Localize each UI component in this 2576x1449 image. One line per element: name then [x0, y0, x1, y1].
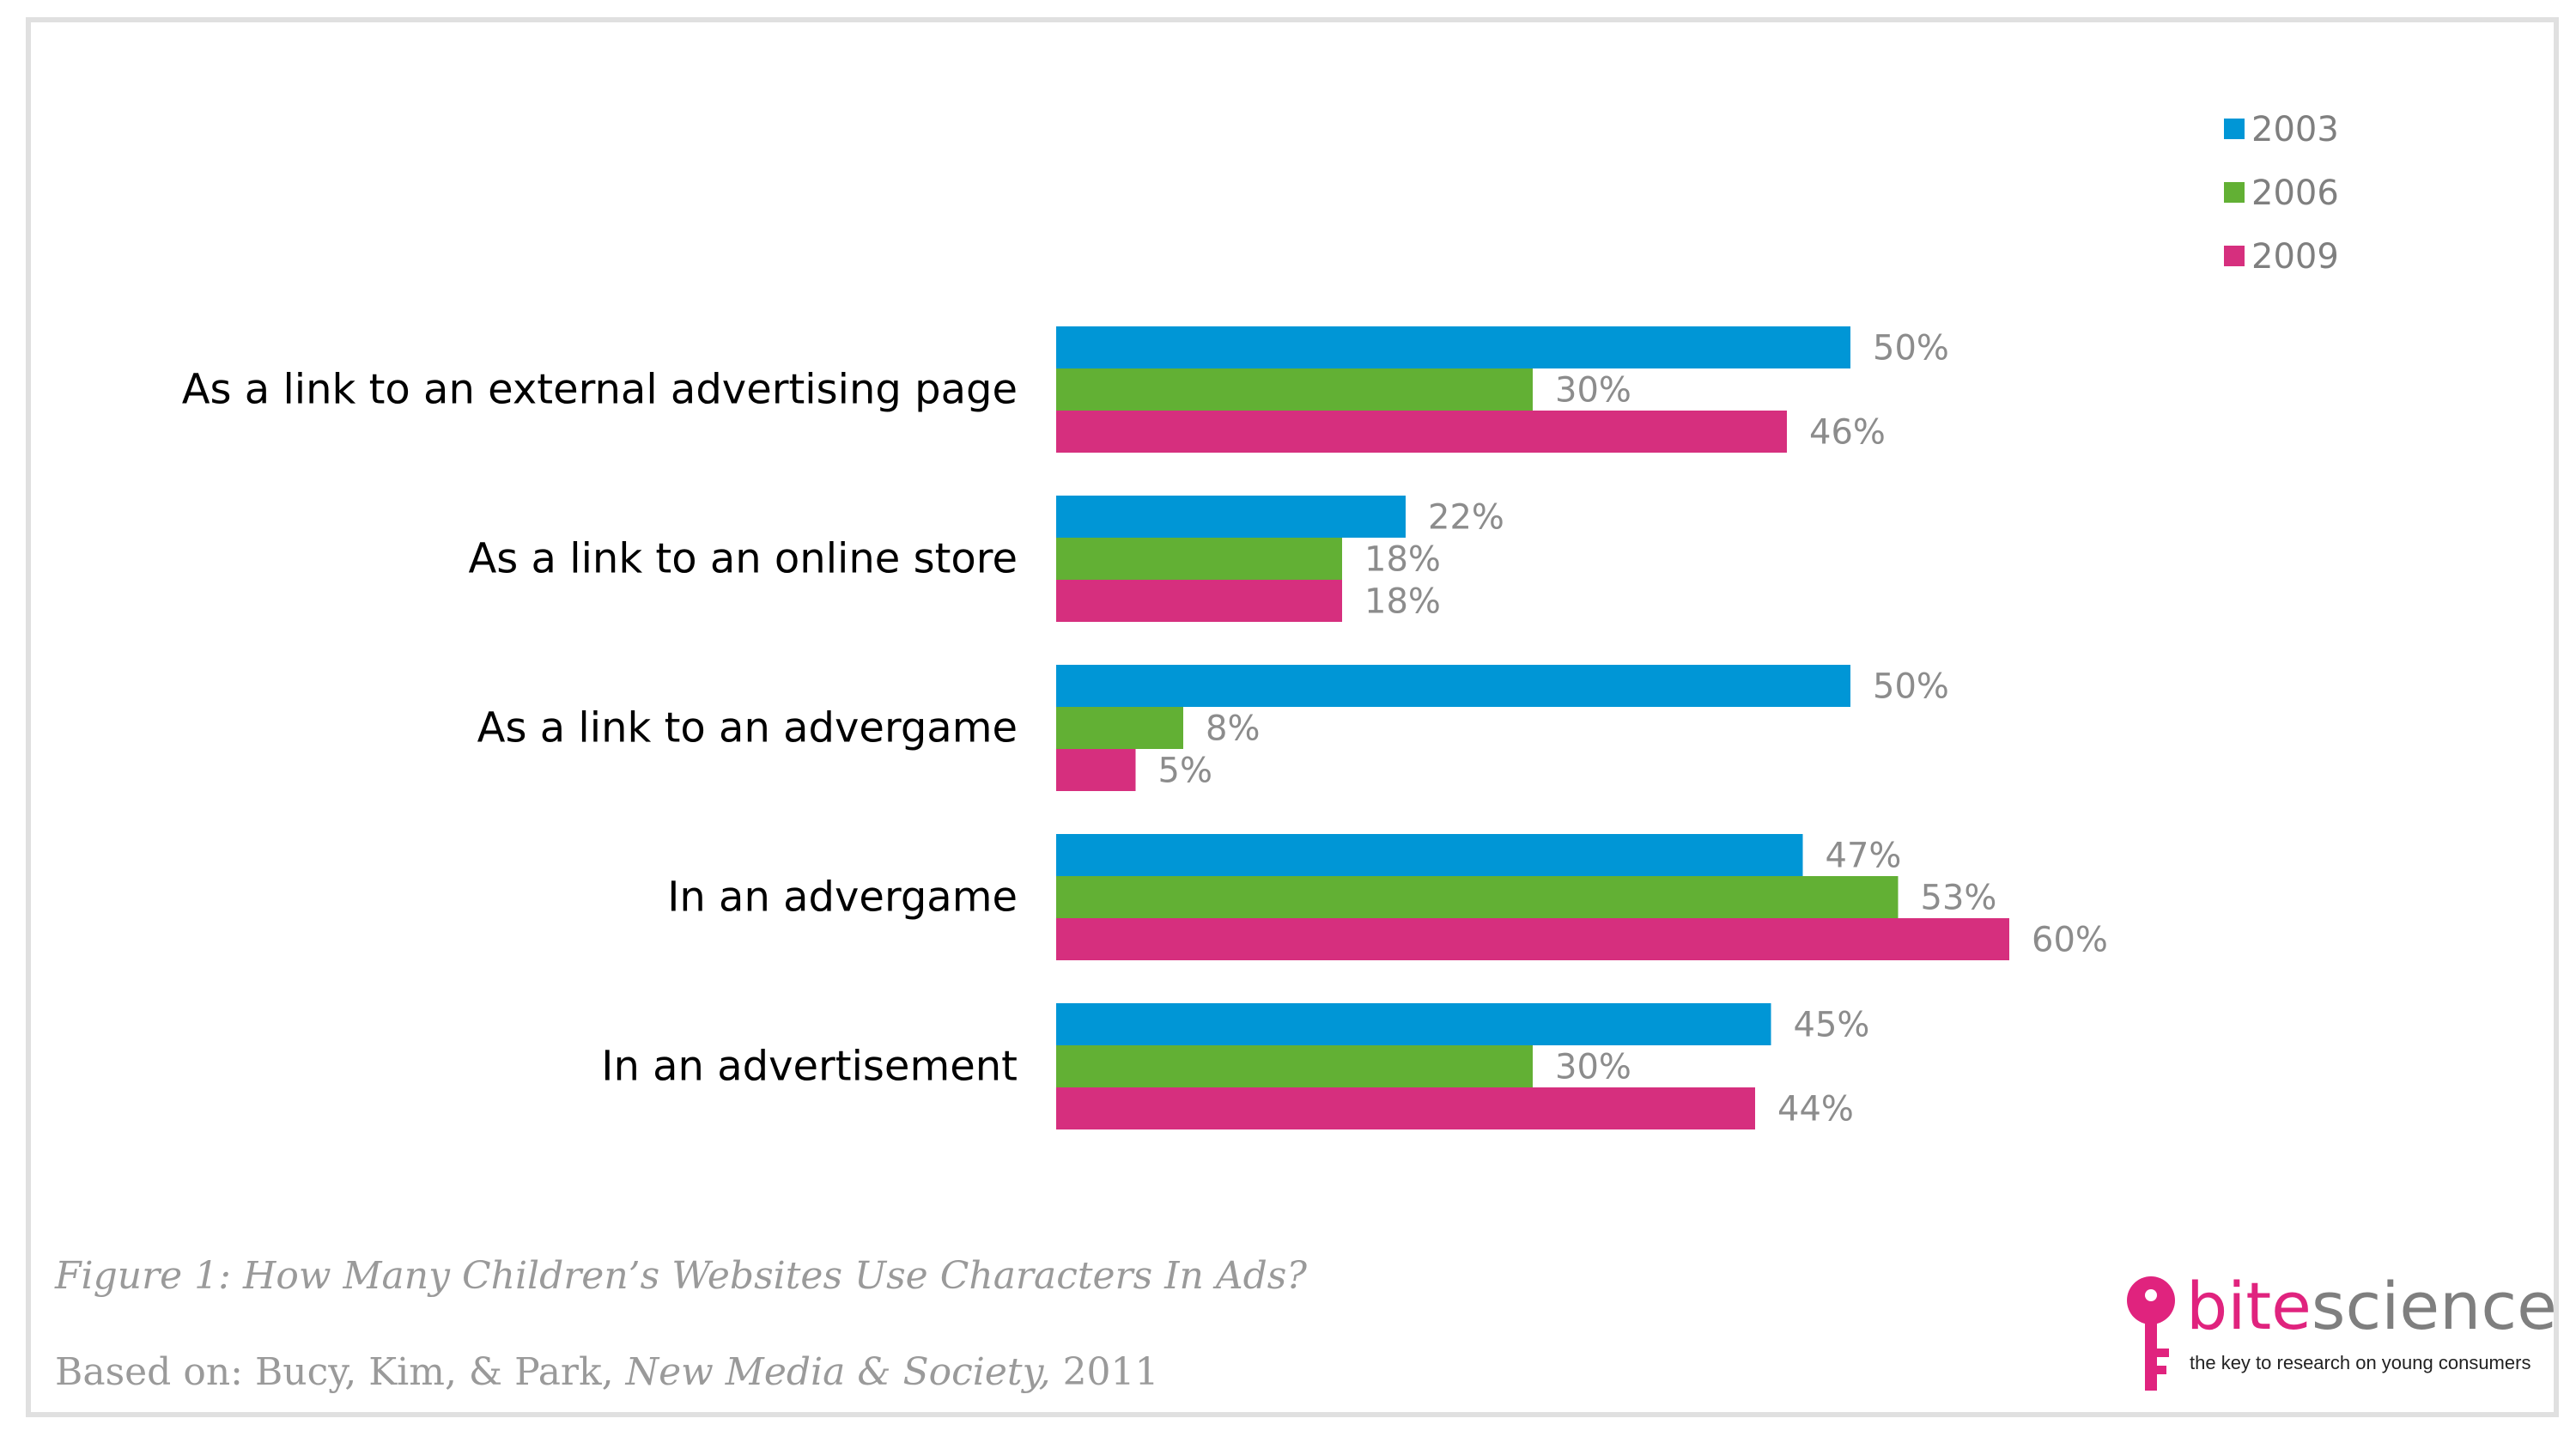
category-labels: As a link to an external advertising pag…	[182, 366, 1018, 1091]
bar-2003	[1056, 496, 1406, 538]
legend-swatch-2003	[2224, 119, 2245, 139]
source-publication: New Media & Society,	[625, 1350, 1051, 1394]
bar-2009	[1056, 1087, 1755, 1129]
bitescience-logo: bitescience the key to research on young…	[2121, 1268, 2557, 1400]
value-label: 45%	[1794, 1006, 1870, 1045]
category-label: In an advertisement	[601, 1043, 1018, 1091]
value-label: 44%	[1777, 1090, 1854, 1129]
logo-wordmark: bitescience	[2186, 1268, 2557, 1345]
figure-caption: Figure 1: How Many Children’s Websites U…	[55, 1254, 1307, 1298]
category-label: As a link to an external advertising pag…	[182, 366, 1018, 414]
category-label: As a link to an online store	[468, 535, 1018, 583]
value-label: 50%	[1873, 329, 1949, 368]
chart-frame	[26, 17, 2559, 1417]
legend-label-2003: 2003	[2251, 110, 2339, 149]
value-label: 8%	[1206, 709, 1260, 749]
bar-2009	[1056, 411, 1787, 453]
legend: 2003 2006 2009	[2224, 110, 2339, 277]
legend-label-2009: 2009	[2251, 237, 2339, 277]
bar-2009	[1056, 749, 1136, 791]
bar-2003	[1056, 326, 1850, 368]
category-label: As a link to an advergame	[477, 704, 1018, 752]
value-label: 47%	[1826, 837, 1902, 876]
value-label: 18%	[1364, 582, 1441, 622]
key-icon	[2127, 1276, 2175, 1391]
source-prefix: Based on: Bucy, Kim, & Park,	[55, 1350, 626, 1394]
bar-2006	[1056, 538, 1342, 580]
value-label: 30%	[1555, 371, 1631, 411]
value-labels: 50%30%46%22%18%18%50%8%5%47%53%60%45%30%…	[1158, 329, 2108, 1129]
bar-2006	[1056, 368, 1533, 411]
logo-word-science: science	[2311, 1268, 2557, 1344]
logo-word-bite: bite	[2186, 1268, 2312, 1344]
value-label: 18%	[1364, 540, 1441, 580]
bar-2003	[1056, 834, 1803, 876]
bar-2006	[1056, 876, 1899, 918]
value-label: 46%	[1809, 413, 1886, 453]
bar-2006	[1056, 1045, 1533, 1087]
value-label: 5%	[1158, 752, 1212, 791]
logo-tagline: the key to research on young consumers	[2190, 1352, 2531, 1373]
bar-2009	[1056, 580, 1342, 622]
value-label: 22%	[1428, 498, 1504, 538]
value-label: 60%	[2032, 921, 2108, 960]
value-label: 30%	[1555, 1048, 1631, 1087]
bar-2003	[1056, 1003, 1771, 1045]
bars	[1056, 326, 2009, 1129]
value-label: 50%	[1873, 667, 1949, 707]
source-year: 2011	[1050, 1350, 1159, 1394]
bar-2009	[1056, 918, 2009, 960]
source-citation: Based on: Bucy, Kim, & Park, New Media &…	[55, 1350, 1159, 1394]
legend-label-2006: 2006	[2251, 174, 2339, 213]
legend-swatch-2009	[2224, 246, 2245, 266]
value-label: 53%	[1921, 879, 1997, 918]
bar-2003	[1056, 665, 1850, 707]
bar-2006	[1056, 707, 1183, 749]
legend-swatch-2006	[2224, 182, 2245, 203]
category-label: In an advergame	[667, 874, 1018, 922]
